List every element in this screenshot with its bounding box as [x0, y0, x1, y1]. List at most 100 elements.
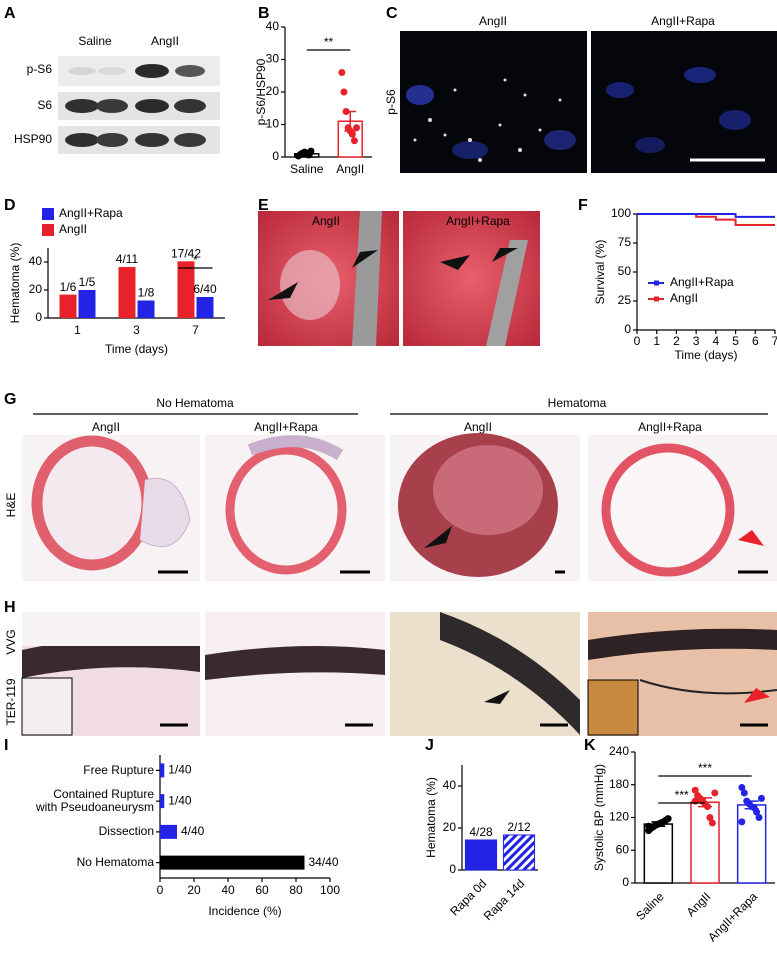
significance-label: *** [675, 788, 689, 802]
x-tick-label: 100 [320, 883, 340, 897]
data-point [738, 783, 746, 791]
data-point [753, 808, 761, 816]
panel-letter: K [584, 737, 596, 754]
column-label: AngII+Rapa [254, 420, 318, 434]
value-label: 4/28 [469, 825, 493, 839]
group-label: No Hematoma [156, 396, 234, 410]
panel-letter: D [4, 197, 16, 214]
x-tick-label: 20 [187, 883, 201, 897]
bar [160, 855, 305, 870]
bar [160, 763, 165, 778]
panel-letter: G [4, 391, 16, 408]
panel-letter: A [4, 5, 16, 22]
x-tick-label: AngII+Rapa [705, 889, 760, 944]
significance-label: * [193, 253, 198, 267]
y-tick-label-box: Dissection [99, 825, 154, 838]
value-label: 1/8 [138, 286, 155, 300]
x-tick-label: 7 [772, 334, 777, 348]
data-point [342, 108, 350, 115]
x-tick-label: 7 [192, 323, 199, 337]
row-label: p-S6 [384, 89, 398, 115]
value-label: 1/40 [168, 763, 192, 777]
y-tick-label: Contained Rupture with Pseudoaneurysm [35, 787, 154, 815]
x-tick-label: 60 [255, 883, 269, 897]
data-point [711, 789, 719, 797]
x-tick-label: 3 [693, 334, 700, 348]
data-point [348, 130, 356, 138]
value-label: 17/42 [171, 246, 201, 260]
x-tick-label: 1 [653, 334, 660, 348]
bar [690, 801, 720, 884]
bar [160, 824, 177, 839]
y-axis-title: Hematoma (%) [8, 243, 22, 324]
value-label: 34/40 [309, 855, 339, 869]
y-tick-label: 120 [609, 810, 629, 824]
x-tick-label: 80 [289, 883, 303, 897]
data-point [340, 88, 348, 96]
y-tick-label: 40 [29, 254, 43, 268]
x-axis-title: Incidence (%) [208, 904, 281, 918]
y-tick-label: 30 [266, 52, 280, 66]
y-axis-title: Systolic BP (mmHg) [592, 764, 606, 871]
x-tick-label: 0 [157, 883, 164, 897]
column-label: AngII+Rapa [446, 214, 510, 228]
y-tick-label: 10 [266, 117, 280, 131]
value-label: 6/40 [193, 282, 217, 296]
x-tick-label: AngII [684, 889, 714, 919]
panel-letter: B [258, 5, 270, 22]
y-tick-label-box: Contained Rupture with Pseudoaneurysm [35, 787, 154, 815]
x-tick-label: 5 [732, 334, 739, 348]
legend-label: AngII [59, 222, 87, 236]
bar [196, 297, 214, 318]
data-point [755, 814, 763, 821]
blot-image [58, 56, 220, 154]
row-label: S6 [37, 98, 52, 112]
y-tick-label: 25 [618, 293, 632, 307]
y-tick-label: 180 [609, 777, 629, 791]
data-point [708, 819, 716, 827]
value-label: 4/11 [116, 252, 139, 266]
y-axis-title: Hematoma (%) [424, 777, 438, 858]
bar [118, 267, 136, 318]
y-tick-label-box: Free Rupture [83, 763, 154, 776]
x-tick-label: AngII [336, 162, 364, 176]
column-label: AngII [312, 214, 340, 228]
bar [464, 839, 498, 871]
y-tick-label: 0 [272, 149, 279, 163]
legend-marker [654, 280, 659, 286]
data-point [757, 794, 765, 802]
legend-marker [654, 296, 659, 302]
x-axis-title: Time (days) [105, 342, 168, 356]
significance-label: ** [324, 35, 334, 49]
column-label: AngII+Rapa [651, 14, 715, 28]
value-label: 1/5 [79, 275, 96, 289]
data-point [703, 803, 711, 811]
x-tick-label: 0 [634, 334, 641, 348]
photo-image [258, 211, 540, 346]
x-tick-label: Saline [290, 162, 324, 176]
x-tick-label: 1 [74, 323, 81, 337]
data-point [645, 822, 653, 830]
y-tick-label: 40 [443, 778, 457, 792]
y-axis-title: p-S6/HSP90 [254, 58, 268, 125]
bar [160, 794, 165, 809]
x-tick-label: 4 [713, 334, 720, 348]
legend-label: AngII+Rapa [59, 206, 123, 220]
x-tick-label: 6 [752, 334, 759, 348]
y-tick-label: 0 [622, 875, 629, 889]
data-point [691, 786, 699, 794]
y-tick-label: 50 [618, 264, 632, 278]
x-tick-label: 40 [221, 883, 235, 897]
value-label: 1/40 [168, 793, 192, 807]
bar [502, 834, 536, 871]
panel-letter: C [386, 5, 398, 22]
data-point [740, 789, 748, 797]
legend-label: AngII+Rapa [670, 275, 734, 289]
bar [78, 290, 96, 318]
y-tick-label: 60 [616, 842, 630, 856]
y-tick-label: 20 [443, 820, 457, 834]
x-tick-label: 3 [133, 323, 140, 337]
y-tick-label: 0 [35, 310, 42, 324]
column-label: AngII+Rapa [638, 420, 702, 434]
data-point [350, 137, 358, 145]
